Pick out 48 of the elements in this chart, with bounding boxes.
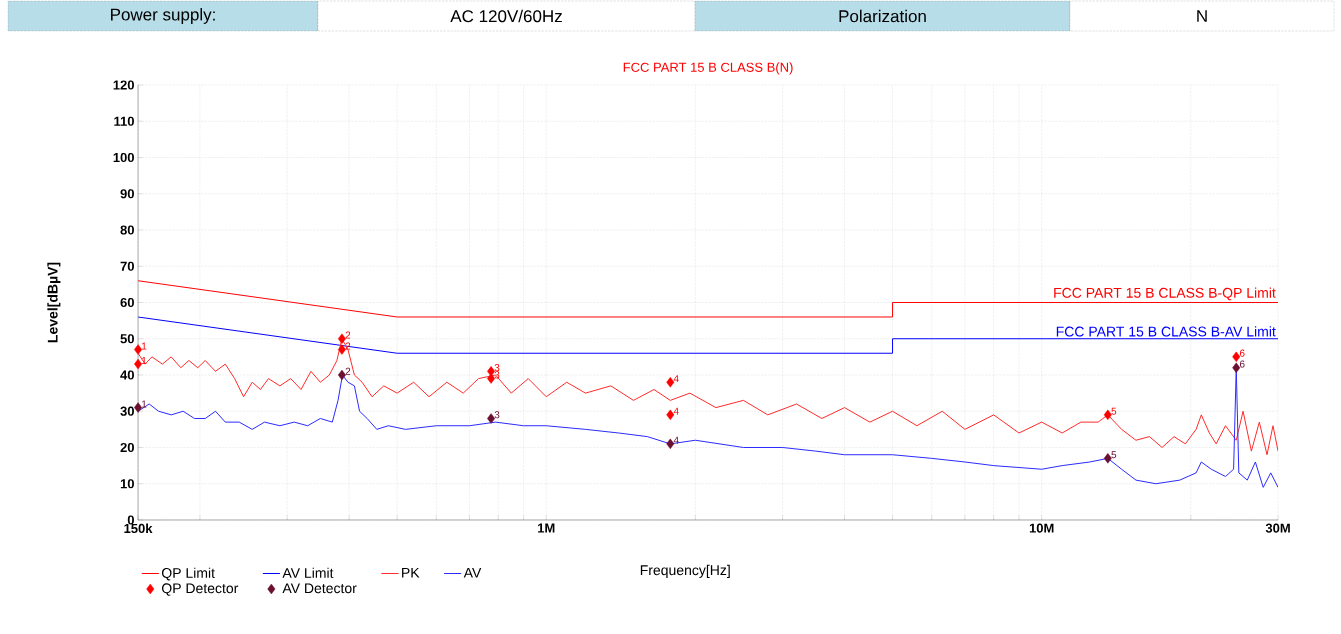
legend-label: AV Limit bbox=[282, 567, 334, 578]
annotation: FCC PART 15 B CLASS B-QP Limit bbox=[1054, 287, 1276, 301]
y-axis-title: Level[dBµV] bbox=[47, 262, 61, 343]
text: Polarization bbox=[839, 9, 926, 23]
y-tick-label: 90 bbox=[120, 189, 134, 199]
legend-label: PK bbox=[402, 567, 420, 578]
annotation: 4 bbox=[673, 436, 679, 444]
annotation: 2 bbox=[345, 367, 351, 375]
y-tick-label: 20 bbox=[120, 442, 134, 453]
chart-title: FCC PART 15 B CLASS B(N) bbox=[623, 62, 793, 75]
x-tick-label: 1M bbox=[538, 523, 555, 533]
annotation: 3 bbox=[494, 411, 500, 419]
text: N bbox=[1197, 10, 1207, 22]
legend-label: QP Detector bbox=[161, 583, 239, 596]
y-tick-label: 120 bbox=[113, 80, 134, 90]
y-tick-label: 30 bbox=[120, 406, 134, 416]
annotation: 4 bbox=[673, 407, 679, 415]
y-tick-label: 40 bbox=[120, 370, 134, 380]
annotation: 2 bbox=[345, 331, 351, 339]
x-tick-label: 10M bbox=[1029, 523, 1054, 533]
y-tick-label: 100 bbox=[113, 152, 134, 163]
legend-label: AV Detector bbox=[282, 583, 357, 594]
x-tick-label: 150k bbox=[124, 523, 153, 534]
y-tick-label: 70 bbox=[120, 261, 134, 271]
annotation: 4 bbox=[673, 375, 679, 383]
annotation: FCC PART 15 B CLASS B-AV Limit bbox=[1056, 326, 1276, 337]
y-tick-label: 10 bbox=[120, 479, 134, 489]
annotation: 1 bbox=[142, 357, 147, 364]
y-tick-label: 50 bbox=[120, 334, 134, 344]
text: AC 120V/60Hz bbox=[450, 9, 562, 23]
y-tick-label: 60 bbox=[120, 297, 134, 308]
y-tick-label: 80 bbox=[120, 225, 134, 235]
legend-label: AV bbox=[463, 567, 482, 578]
annotation: 6 bbox=[1239, 349, 1245, 357]
text: Power supply: bbox=[111, 8, 215, 24]
annotation: 2 bbox=[345, 342, 351, 350]
annotation: 1 bbox=[142, 400, 147, 408]
annotation: 1 bbox=[142, 342, 147, 350]
annotation: 3 bbox=[494, 364, 500, 372]
annotation: 3 bbox=[494, 371, 500, 379]
x-axis-title: Frequency[Hz] bbox=[640, 564, 730, 578]
annotation: 5 bbox=[1111, 407, 1117, 415]
y-tick-label: 110 bbox=[114, 116, 134, 126]
legend-label: QP Limit bbox=[161, 567, 215, 581]
annotation: 6 bbox=[1239, 360, 1245, 368]
annotation: 5 bbox=[1111, 451, 1117, 459]
x-tick-label: 30M bbox=[1265, 523, 1290, 533]
y-tick-label: 0 bbox=[127, 515, 134, 525]
